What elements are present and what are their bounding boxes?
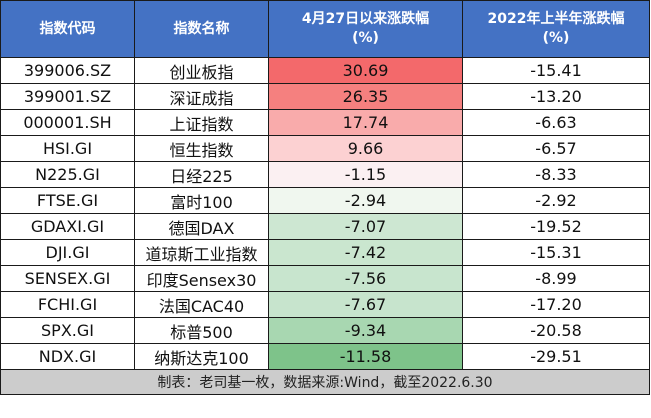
cell-index-code: SENSEX.GI <box>0 265 135 292</box>
cell-index-code: 399001.SZ <box>0 83 135 110</box>
cell-change-since-apr27: -7.07 <box>268 213 463 240</box>
cell-change-h1-2022: -6.63 <box>462 109 650 136</box>
cell-index-name: 创业板指 <box>134 57 269 84</box>
table-row: 399006.SZ 创业板指 30.69 -15.41 <box>0 57 650 84</box>
cell-change-h1-2022: -2.92 <box>462 187 650 214</box>
cell-change-h1-2022: -19.52 <box>462 213 650 240</box>
table-body: 399006.SZ 创业板指 30.69 -15.41 399001.SZ 深证… <box>0 57 650 370</box>
header-row: 指数代码 指数名称 4月27日以来涨跌幅 (%) 2022年上半年涨跌幅 (%) <box>0 0 650 58</box>
table-row: HSI.GI 恒生指数 9.66 -6.57 <box>0 135 650 162</box>
cell-change-h1-2022: -8.99 <box>462 265 650 292</box>
index-performance-table: 指数代码 指数名称 4月27日以来涨跌幅 (%) 2022年上半年涨跌幅 (%)… <box>0 0 650 395</box>
header-change-h1-2022-unit: (%) <box>542 30 570 46</box>
table-row: 000001.SH 上证指数 17.74 -6.63 <box>0 109 650 136</box>
cell-index-name: 德国DAX <box>134 213 269 240</box>
table-row: FCHI.GI 法国CAC40 -7.67 -17.20 <box>0 291 650 318</box>
cell-index-code: DJI.GI <box>0 239 135 266</box>
cell-index-name: 富时100 <box>134 187 269 214</box>
cell-change-since-apr27: 30.69 <box>268 57 463 84</box>
header-change-since-apr27-title: 4月27日以来涨跌幅 <box>301 11 430 27</box>
header-index-code: 指数代码 <box>0 0 135 58</box>
header-change-h1-2022: 2022年上半年涨跌幅 (%) <box>462 0 650 58</box>
table-row: SENSEX.GI 印度Sensex30 -7.56 -8.99 <box>0 265 650 292</box>
header-change-since-apr27-unit: (%) <box>352 30 379 46</box>
table-row: 399001.SZ 深证成指 26.35 -13.20 <box>0 83 650 110</box>
cell-change-since-apr27: -7.56 <box>268 265 463 292</box>
cell-index-code: NDX.GI <box>0 343 135 370</box>
cell-index-code: 000001.SH <box>0 109 135 136</box>
cell-index-code: FTSE.GI <box>0 187 135 214</box>
cell-index-code: 399006.SZ <box>0 57 135 84</box>
cell-index-code: N225.GI <box>0 161 135 188</box>
cell-change-since-apr27: -11.58 <box>268 343 463 370</box>
cell-change-since-apr27: -7.42 <box>268 239 463 266</box>
cell-change-since-apr27: -9.34 <box>268 317 463 344</box>
cell-change-h1-2022: -17.20 <box>462 291 650 318</box>
cell-index-name: 法国CAC40 <box>134 291 269 318</box>
cell-index-name: 印度Sensex30 <box>134 265 269 292</box>
cell-change-since-apr27: -7.67 <box>268 291 463 318</box>
cell-change-since-apr27: -1.15 <box>268 161 463 188</box>
header-index-name: 指数名称 <box>134 0 269 58</box>
cell-change-h1-2022: -15.31 <box>462 239 650 266</box>
cell-index-code: SPX.GI <box>0 317 135 344</box>
cell-index-code: GDAXI.GI <box>0 213 135 240</box>
cell-index-name: 道琼斯工业指数 <box>134 239 269 266</box>
cell-index-name: 深证成指 <box>134 83 269 110</box>
table-row: NDX.GI 纳斯达克100 -11.58 -29.51 <box>0 343 650 370</box>
cell-change-h1-2022: -29.51 <box>462 343 650 370</box>
cell-index-name: 上证指数 <box>134 109 269 136</box>
header-change-h1-2022-title: 2022年上半年涨跌幅 <box>487 11 625 27</box>
cell-change-since-apr27: 17.74 <box>268 109 463 136</box>
table-row: FTSE.GI 富时100 -2.94 -2.92 <box>0 187 650 214</box>
cell-index-name: 纳斯达克100 <box>134 343 269 370</box>
table-row: DJI.GI 道琼斯工业指数 -7.42 -15.31 <box>0 239 650 266</box>
cell-change-h1-2022: -20.58 <box>462 317 650 344</box>
cell-change-h1-2022: -6.57 <box>462 135 650 162</box>
cell-change-h1-2022: -13.20 <box>462 83 650 110</box>
cell-change-since-apr27: 9.66 <box>268 135 463 162</box>
cell-index-name: 标普500 <box>134 317 269 344</box>
table-row: N225.GI 日经225 -1.15 -8.33 <box>0 161 650 188</box>
header-change-since-apr27: 4月27日以来涨跌幅 (%) <box>268 0 463 58</box>
cell-change-h1-2022: -8.33 <box>462 161 650 188</box>
cell-change-since-apr27: 26.35 <box>268 83 463 110</box>
table-header: 指数代码 指数名称 4月27日以来涨跌幅 (%) 2022年上半年涨跌幅 (%) <box>0 0 650 58</box>
table-footer: 制表：老司基一枚，数据来源:Wind，截至2022.6.30 <box>0 369 650 395</box>
source-note: 制表：老司基一枚，数据来源:Wind，截至2022.6.30 <box>0 369 650 395</box>
cell-index-code: FCHI.GI <box>0 291 135 318</box>
cell-index-code: HSI.GI <box>0 135 135 162</box>
footer-row: 制表：老司基一枚，数据来源:Wind，截至2022.6.30 <box>0 369 650 395</box>
cell-index-name: 恒生指数 <box>134 135 269 162</box>
cell-index-name: 日经225 <box>134 161 269 188</box>
cell-change-h1-2022: -15.41 <box>462 57 650 84</box>
cell-change-since-apr27: -2.94 <box>268 187 463 214</box>
table-row: SPX.GI 标普500 -9.34 -20.58 <box>0 317 650 344</box>
table-row: GDAXI.GI 德国DAX -7.07 -19.52 <box>0 213 650 240</box>
